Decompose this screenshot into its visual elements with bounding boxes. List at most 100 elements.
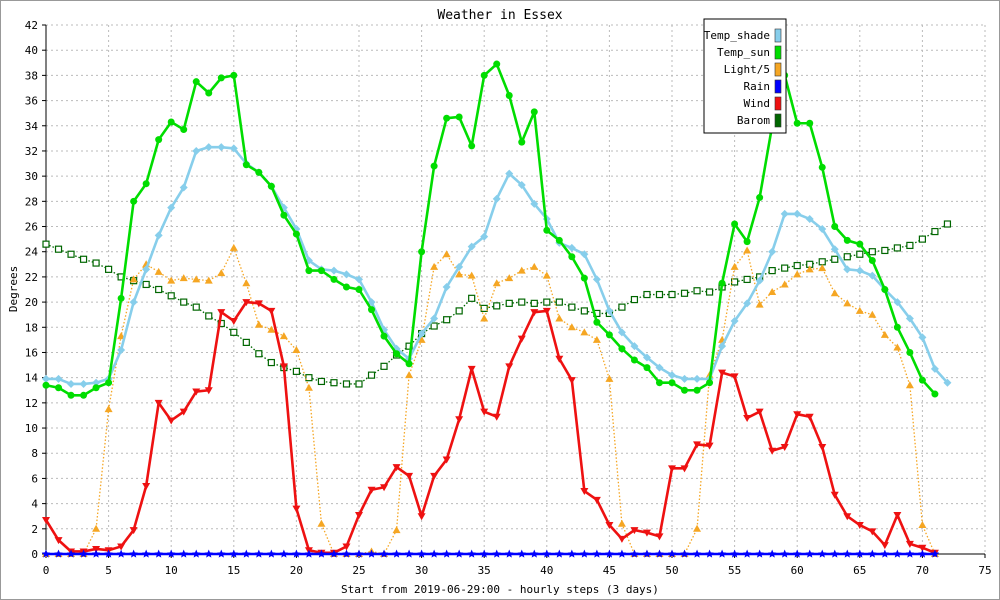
data-point-temp-sun (931, 390, 939, 398)
legend-label-rain: Rain (744, 80, 771, 93)
data-point-wind (217, 309, 226, 317)
data-point-temp-shade (655, 363, 664, 372)
data-point-temp-sun (818, 163, 826, 171)
data-point-wind (142, 482, 151, 490)
data-point-light-5 (918, 521, 927, 529)
data-point-temp-sun (668, 379, 676, 387)
data-point-barom (543, 298, 551, 306)
data-point-rain (116, 549, 126, 558)
data-point-rain (329, 549, 339, 558)
data-point-light-5 (555, 314, 564, 322)
data-point-temp-sun (117, 294, 125, 302)
y-tick-label: 38 (25, 69, 38, 82)
data-point-barom (180, 298, 188, 306)
data-point-rain (479, 549, 489, 558)
data-point-light-5 (92, 524, 101, 532)
y-tick-label: 32 (25, 145, 38, 158)
data-point-rain (830, 549, 840, 558)
y-tick-label: 14 (25, 372, 39, 385)
data-point-temp-sun (843, 236, 851, 244)
data-point-barom (668, 290, 676, 299)
data-point-wind (768, 447, 777, 455)
data-point-temp-shade (805, 214, 814, 223)
data-point-light-5 (442, 250, 451, 258)
data-point-light-5 (229, 243, 238, 251)
data-point-temp-shade (567, 243, 576, 252)
data-point-temp-sun (593, 318, 601, 326)
data-point-temp-sun (530, 108, 538, 116)
data-point-temp-shade (843, 265, 852, 274)
y-tick-label: 42 (25, 19, 38, 32)
data-point-wind (567, 377, 576, 385)
x-tick-label: 55 (728, 564, 741, 577)
data-point-temp-sun (493, 60, 501, 68)
legend-swatch-wind (774, 96, 782, 111)
y-tick-label: 26 (25, 221, 38, 234)
data-point-wind (42, 516, 50, 524)
data-point-barom (242, 338, 250, 346)
data-point-rain (379, 549, 389, 558)
y-axis-label: Degrees (7, 266, 20, 312)
data-point-rain (367, 549, 376, 558)
data-point-wind (642, 529, 651, 537)
data-point-temp-shade (329, 266, 338, 275)
data-point-wind (229, 317, 238, 325)
data-point-wind (430, 472, 439, 480)
data-point-temp-shade (79, 379, 88, 388)
data-point-temp-sun (217, 74, 225, 82)
data-point-temp-sun (405, 360, 413, 368)
series-line-light-5 (46, 247, 936, 555)
y-tick-label: 30 (25, 170, 38, 183)
data-point-rain (66, 549, 76, 558)
y-tick-label: 18 (25, 321, 38, 334)
data-point-temp-shade (442, 282, 451, 291)
series-layer (41, 60, 952, 558)
data-point-temp-sun (242, 161, 250, 169)
data-point-wind (129, 527, 138, 535)
data-point-barom (79, 255, 88, 263)
data-point-wind (905, 540, 914, 548)
y-tick-label: 12 (25, 397, 38, 410)
data-point-barom (480, 304, 488, 312)
data-point-wind (242, 299, 251, 307)
series-line-temp-sun (45, 62, 936, 397)
data-point-temp-sun (255, 168, 263, 176)
data-point-barom (167, 292, 175, 300)
data-point-temp-shade (530, 199, 539, 208)
data-point-temp-sun (355, 286, 363, 293)
data-point-wind (392, 464, 401, 472)
data-point-light-5 (467, 271, 476, 279)
data-point-rain (868, 549, 877, 558)
data-point-rain (717, 549, 727, 558)
data-point-barom (655, 290, 664, 299)
data-point-temp-shade (630, 342, 639, 351)
data-point-temp-shade (592, 275, 601, 284)
data-point-barom (793, 261, 801, 270)
data-point-light-5 (567, 323, 576, 331)
data-point-barom (468, 294, 476, 302)
data-point-temp-sun (893, 323, 901, 331)
data-point-wind (868, 528, 877, 536)
data-point-temp-shade (868, 271, 877, 280)
data-point-light-5 (605, 374, 614, 382)
data-point-light-5 (580, 328, 589, 336)
data-point-temp-shade (355, 275, 363, 284)
data-point-barom (881, 246, 889, 255)
data-point-temp-sun (743, 238, 751, 246)
data-point-light-5 (317, 519, 326, 527)
data-point-temp-shade (430, 314, 439, 323)
data-point-rain (905, 549, 915, 558)
data-point-rain (292, 549, 301, 558)
data-point-temp-shade (855, 266, 864, 275)
x-tick-label: 45 (603, 564, 616, 577)
data-point-temp-sun (92, 384, 100, 392)
data-point-rain (442, 549, 451, 558)
data-point-wind (630, 527, 639, 535)
data-point-rain (705, 549, 714, 558)
data-point-wind (179, 408, 188, 416)
legend-swatch-light-5 (774, 62, 782, 77)
data-point-barom (518, 298, 526, 306)
data-point-wind (818, 443, 827, 451)
data-point-temp-sun (918, 376, 926, 384)
data-point-light-5 (693, 524, 702, 532)
